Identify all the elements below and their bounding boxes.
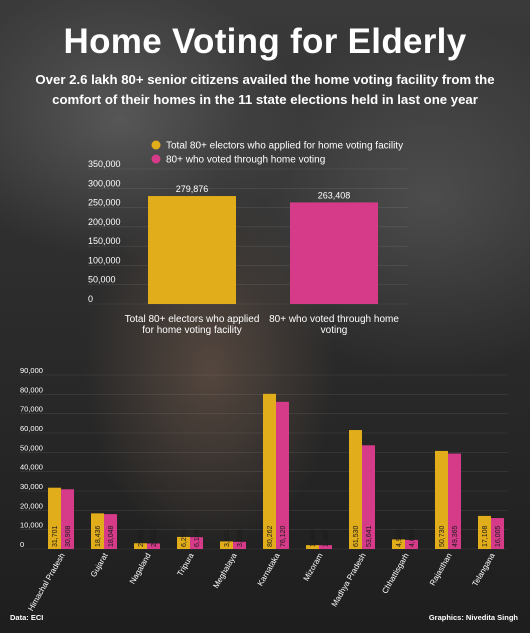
bar-voted	[491, 518, 504, 549]
y-tick-label: 250,000	[88, 198, 121, 208]
y-tick-label: 40,000	[20, 463, 43, 472]
category-label: Himachal Pradesh	[26, 552, 66, 613]
y-tick-label: 30,000	[20, 482, 43, 491]
page-subtitle: Over 2.6 lakh 80+ senior citizens availe…	[35, 72, 495, 107]
bar-applied	[392, 539, 405, 549]
bar-voted	[362, 445, 375, 549]
category-label: Tripura	[175, 551, 196, 578]
bar-value-label: 30,908	[65, 525, 72, 547]
category-label: Mizoram	[302, 551, 325, 582]
bottom-chart-y-axis: 0 10,000 20,000 30,000 40,000 50,000 60,000 70,…	[20, 366, 43, 549]
y-tick-label: 60,000	[20, 424, 43, 433]
bar-voted	[319, 545, 332, 549]
bar-applied	[306, 545, 319, 549]
bar-voted	[147, 543, 160, 549]
category-label: Gujarat	[89, 551, 110, 579]
category-label: Meghalaya	[211, 551, 239, 590]
legend-swatch-applied	[151, 140, 161, 150]
y-tick-label: 70,000	[20, 405, 43, 414]
y-tick-label: 20,000	[20, 501, 43, 510]
bar-value-label: 3,931	[224, 529, 231, 547]
y-tick-label: 200,000	[88, 217, 121, 227]
bar-value-label: 1,967	[323, 529, 330, 547]
top-chart-y-axis: 0 50,000 100,000 150,000 200,000 250,000 300,0…	[88, 159, 121, 304]
bar-value-label: 279,876	[176, 184, 209, 194]
bar-applied	[148, 196, 236, 304]
bar-applied	[349, 430, 362, 549]
bar-value-label: 263,408	[318, 190, 351, 200]
category-label: Karnataka	[256, 551, 282, 588]
legend-label-voted: 80+ who voted through home voting	[166, 155, 325, 166]
bar-applied	[478, 515, 491, 549]
bar-value-label: 18,048	[108, 525, 115, 547]
category-label: Telangana	[470, 551, 497, 588]
y-tick-label: 50,000	[88, 275, 116, 285]
y-tick-label: 350,000	[88, 159, 121, 169]
bar-value-label: 6,109	[194, 529, 201, 547]
y-tick-label: 10,000	[20, 521, 43, 530]
bar-applied	[177, 536, 190, 549]
y-tick-label: 300,000	[88, 178, 121, 188]
legend-label-applied: Total 80+ electors who applied for home …	[166, 141, 403, 152]
category-label: voting	[321, 325, 348, 336]
y-tick-label: 90,000	[20, 366, 43, 375]
category-label: Chhattisgarh	[380, 552, 410, 596]
category-label: Madhya Pradesh	[330, 552, 368, 609]
bar-voted	[233, 541, 246, 549]
source-note: Data: ECI	[10, 613, 44, 622]
bar-value-label: 3,696	[237, 529, 244, 547]
category-label: Nagaland	[128, 552, 153, 586]
bar-value-label: 76,120	[280, 525, 287, 547]
bar-voted	[61, 489, 74, 549]
category-label: 80+ who voted through home	[269, 314, 399, 325]
y-tick-label: 0	[88, 294, 93, 304]
y-tick-label: 80,000	[20, 385, 43, 394]
y-tick-label: 0	[20, 540, 24, 549]
bar-value-label: 53,641	[366, 525, 373, 547]
bar-voted	[276, 401, 289, 549]
bottom-chart-bars	[48, 393, 504, 549]
bar-value-label: 49,365	[452, 525, 459, 547]
bar-value-label: 1,999	[310, 529, 317, 547]
y-tick-label: 150,000	[88, 236, 121, 246]
bar-applied	[134, 543, 147, 549]
bar-value-label: 18,436	[95, 525, 102, 547]
bar-value-label: 4,946	[396, 529, 403, 547]
category-label: Total 80+ electors who applied	[125, 314, 260, 325]
bar-voted	[190, 537, 203, 549]
bar-applied	[48, 487, 61, 549]
page-title: Home Voting for Elderly	[63, 22, 467, 61]
bar-applied	[91, 513, 104, 549]
bar-voted	[290, 202, 378, 304]
y-tick-label: 50,000	[20, 443, 43, 452]
bar-value-label: 2,851	[151, 529, 158, 547]
y-tick-label: 100,000	[88, 255, 121, 265]
graphics-credit: Graphics: Nivedita Singh	[428, 613, 518, 622]
bar-value-label: 6,251	[181, 529, 188, 547]
category-label: for home voting facility	[142, 325, 242, 336]
bar-voted	[104, 514, 117, 549]
bar-applied	[435, 450, 448, 549]
bar-value-label: 80,262	[267, 525, 274, 547]
bar-voted	[405, 539, 418, 549]
legend: Total 80+ electors who applied for home …	[151, 140, 403, 166]
legend-swatch-voted	[151, 154, 161, 164]
bar-applied	[263, 393, 276, 549]
bar-value-label: 4,698	[409, 529, 416, 547]
bar-voted	[448, 453, 461, 549]
bar-value-label: 31,701	[52, 525, 59, 547]
category-label: Rajasthan	[428, 552, 454, 588]
top-chart-bars	[148, 196, 378, 304]
bar-value-label: 16,005	[495, 525, 502, 547]
bar-value-label: 17,108	[482, 525, 489, 547]
bar-value-label: 61,530	[353, 525, 360, 547]
bar-value-label: 2,982	[138, 529, 145, 547]
top-chart-labels: 279,876 Total 80+ electors who appliedfor…	[125, 184, 400, 336]
bar-applied	[220, 541, 233, 549]
bar-value-label: 50,730	[439, 525, 446, 547]
